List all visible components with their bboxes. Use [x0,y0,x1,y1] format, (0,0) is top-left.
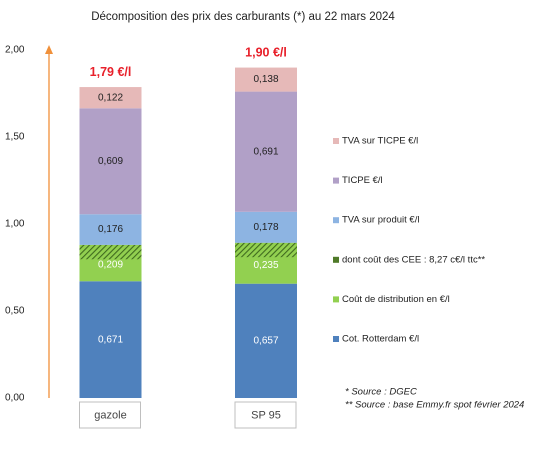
legend-label: TVA sur produit €/l [342,215,419,226]
value-label: 0,657 [253,335,278,346]
value-label: 0,176 [98,224,123,235]
y-tick-label: 1,50 [5,132,25,143]
value-label: 0,138 [253,74,278,85]
legend-swatch [333,257,339,263]
value-label: 0,122 [98,92,123,103]
value-label: 0,609 [98,156,123,167]
x-tick-label: SP 95 [251,409,281,421]
value-label: 0,691 [253,146,278,157]
axis-arrow [45,45,53,54]
legend-label: Coût de distribution en €/l [342,294,450,305]
hatched-segment [80,245,142,259]
value-label: 0,235 [253,260,278,271]
legend-swatch [333,138,339,144]
source-note: ** Source : base Emmy.fr spot février 20… [345,400,524,411]
legend-swatch [333,217,339,223]
y-tick-label: 2,00 [5,45,25,56]
legend-swatch [333,296,339,302]
y-tick-label: 1,00 [5,219,25,230]
legend-label: dont coût des CEE : 8,27 c€/l ttc** [342,254,485,265]
y-tick-label: 0,50 [5,306,25,317]
legend-swatch [333,178,339,184]
total-label: 1,79 €/l [90,65,132,79]
source-note: * Source : DGEC [345,387,417,398]
total-label: 1,90 €/l [245,46,287,60]
legend-swatch [333,336,339,342]
legend-label: TVA sur TICPE €/l [342,136,418,147]
x-tick-label: gazole [94,409,126,421]
value-label: 0,178 [253,222,278,233]
legend-label: TICPE €/l [342,175,383,186]
value-label: 0,671 [98,334,123,345]
hatched-segment [235,243,297,257]
legend-label: Cot. Rotterdam €/l [342,334,419,345]
chart-title: Décomposition des prix des carburants (*… [91,11,395,23]
value-label: 0,209 [98,260,123,271]
y-tick-label: 0,00 [5,393,25,404]
